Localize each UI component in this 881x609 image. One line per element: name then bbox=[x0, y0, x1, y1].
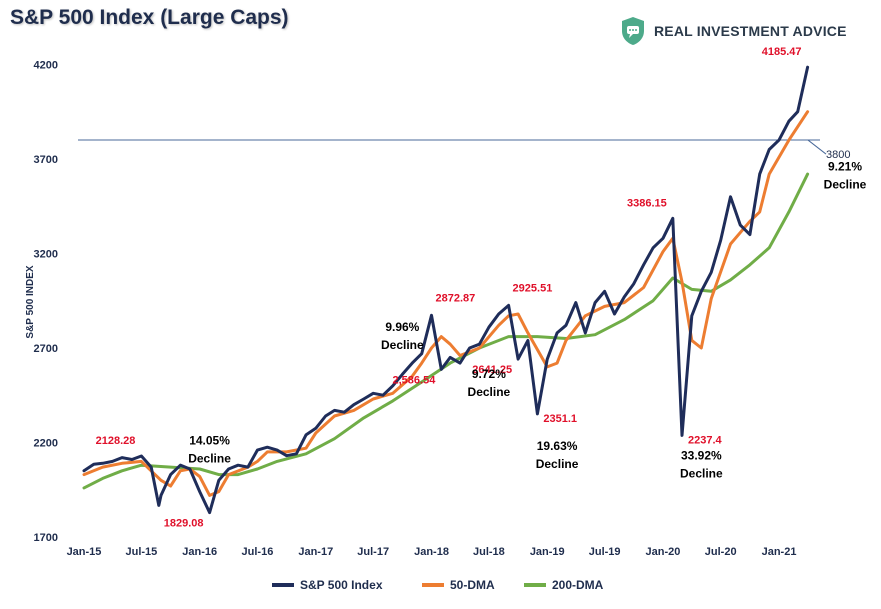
shield-chat-icon bbox=[622, 17, 644, 45]
data-label: 2128.28 bbox=[96, 435, 136, 447]
annotation-label: Decline bbox=[824, 177, 867, 191]
series-200dma-line bbox=[82, 172, 810, 490]
annotation-label: 33.92% bbox=[681, 449, 722, 463]
data-label: 2,586.54 bbox=[393, 374, 437, 386]
annotation-label: 14.05% bbox=[189, 433, 230, 447]
x-tick-label: Jan-16 bbox=[182, 546, 217, 558]
annotation-label: Decline bbox=[188, 451, 231, 465]
series-sp500-line bbox=[82, 65, 810, 515]
annotation-label: 9.21% bbox=[828, 159, 862, 173]
y-axis-label: S&P 500 INDEX bbox=[25, 265, 36, 339]
series-50dma-line bbox=[82, 110, 810, 497]
y-tick-label: 2700 bbox=[34, 343, 58, 355]
brand-logo: REAL INVESTMENT ADVICE bbox=[620, 16, 847, 46]
x-tick-label: Jan-21 bbox=[762, 546, 797, 558]
x-tick-label: Jan-15 bbox=[67, 546, 102, 558]
data-label: 4185.47 bbox=[762, 46, 802, 58]
x-tick-label: Jul-20 bbox=[705, 546, 737, 558]
data-label: 2351.1 bbox=[543, 413, 577, 425]
x-tick-label: Jan-19 bbox=[530, 546, 565, 558]
x-tick-label: Jul-15 bbox=[125, 546, 157, 558]
annotation-label: Decline bbox=[468, 385, 511, 399]
legend-label: 50-DMA bbox=[450, 578, 495, 592]
x-tick-label: Jul-17 bbox=[357, 546, 389, 558]
data-label: 2237.4 bbox=[688, 434, 723, 446]
y-tick-label: 3200 bbox=[34, 248, 58, 260]
x-tick-label: Jan-20 bbox=[646, 546, 681, 558]
data-label: 3386.15 bbox=[627, 197, 667, 209]
x-tick-label: Jan-18 bbox=[414, 546, 449, 558]
reference-line-label: 3800 bbox=[826, 149, 850, 161]
annotation-label: Decline bbox=[381, 338, 424, 352]
annotation-label: 9.96% bbox=[385, 320, 419, 334]
annotation-label: 19.63% bbox=[537, 439, 578, 453]
annotation-label: Decline bbox=[680, 467, 723, 481]
data-label: 2641.25 bbox=[472, 364, 512, 376]
legend-label: 200-DMA bbox=[552, 578, 604, 592]
brand-name: REAL INVESTMENT ADVICE bbox=[654, 23, 847, 39]
x-tick-label: Jul-18 bbox=[473, 546, 505, 558]
annotation-label: 9.72% bbox=[472, 367, 506, 381]
x-tick-label: Jul-16 bbox=[242, 546, 274, 558]
y-tick-label: 4200 bbox=[34, 59, 58, 71]
annotation-label: Decline bbox=[536, 457, 579, 471]
data-label: 2872.87 bbox=[436, 292, 476, 304]
data-label: 1829.08 bbox=[164, 518, 204, 530]
y-tick-label: 2200 bbox=[34, 437, 58, 449]
page-title: S&P 500 Index (Large Caps) bbox=[10, 6, 289, 29]
y-tick-label: 1700 bbox=[34, 532, 58, 544]
legend-label: S&P 500 Index bbox=[300, 578, 383, 592]
x-tick-label: Jul-19 bbox=[589, 546, 621, 558]
y-tick-label: 3700 bbox=[34, 154, 58, 166]
x-tick-label: Jan-17 bbox=[298, 546, 333, 558]
reference-leader-line bbox=[807, 139, 827, 155]
data-label: 2925.51 bbox=[513, 282, 553, 294]
